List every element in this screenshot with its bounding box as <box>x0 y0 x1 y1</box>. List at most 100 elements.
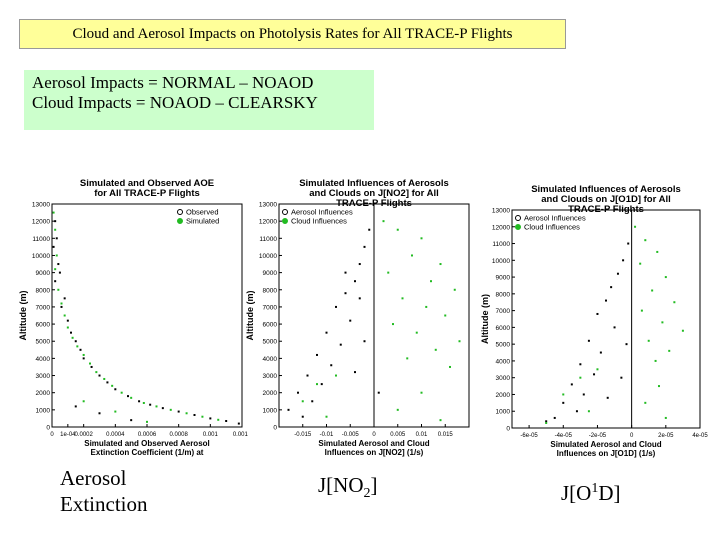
data-point <box>382 220 385 223</box>
data-point <box>58 271 61 274</box>
legend-label: Observed <box>186 208 219 217</box>
y-axis-label: Altitude (m) <box>245 291 255 341</box>
series-0 <box>52 220 240 425</box>
y-tick-label: 3000 <box>36 373 51 380</box>
data-point <box>444 314 447 317</box>
x-axis-label: Influences on J[NO2] (1/s) <box>325 448 424 457</box>
x-tick-label: 2e-05 <box>658 433 674 439</box>
y-tick-label: 5000 <box>36 339 51 346</box>
data-point <box>358 297 361 300</box>
data-point <box>82 353 85 356</box>
data-point <box>582 393 585 396</box>
y-tick-label: 5000 <box>263 339 278 346</box>
y-tick-label: 1000 <box>263 407 278 414</box>
data-point <box>316 383 318 386</box>
data-point <box>620 376 623 379</box>
data-point <box>392 323 394 326</box>
data-point <box>127 395 129 398</box>
data-point <box>593 373 596 376</box>
y-tick-label: 4000 <box>263 356 278 363</box>
data-point <box>138 400 141 403</box>
y-tick-label: 2000 <box>36 390 51 397</box>
x-tick-label: 0 <box>630 433 634 439</box>
x-axis-label: Simulated Aerosol and Cloud <box>550 440 661 449</box>
data-point <box>553 416 556 419</box>
x-axis-label: Extinction Coefficient (1/m) at <box>91 448 204 457</box>
y-tick-label: 7000 <box>496 308 511 315</box>
y-tick-label: 3000 <box>496 375 511 382</box>
data-point <box>54 268 57 271</box>
y-tick-label: 6000 <box>36 322 51 329</box>
y-tick-label: 0 <box>46 425 50 432</box>
y-tick-label: 11000 <box>492 241 510 248</box>
data-point <box>106 381 109 384</box>
y-tick-label: 7000 <box>36 304 51 311</box>
data-point <box>55 254 58 257</box>
x-tick-label: -0.015 <box>294 432 312 438</box>
data-point <box>95 371 98 374</box>
x-axis-label: 550nm <box>134 457 159 458</box>
data-point <box>325 415 328 418</box>
data-point <box>54 280 57 283</box>
data-point <box>664 416 667 419</box>
data-point <box>60 302 63 305</box>
legend-marker <box>515 215 521 221</box>
data-point <box>120 391 123 394</box>
data-point <box>587 410 590 413</box>
y-tick-label: 13000 <box>492 208 510 215</box>
data-point <box>627 242 630 245</box>
data-point <box>587 339 590 342</box>
data-point <box>130 419 133 422</box>
y-tick-label: 10000 <box>32 253 50 260</box>
plot-frame <box>511 209 701 429</box>
data-point <box>613 326 616 329</box>
data-point <box>639 262 642 265</box>
x-tick-label: 0.0002 <box>74 432 93 438</box>
data-point <box>610 286 613 289</box>
x-tick-label: -0.005 <box>342 432 360 438</box>
data-point <box>63 314 66 317</box>
data-point <box>363 340 366 343</box>
data-point <box>161 407 164 410</box>
data-point <box>74 405 77 408</box>
data-point <box>396 408 399 411</box>
data-point <box>76 345 79 348</box>
data-point <box>311 400 314 403</box>
y-axis-label: Altitude (m) <box>18 291 28 341</box>
x-tick-label: 0.0004 <box>106 432 125 438</box>
x-tick-label: -6e-05 <box>520 433 538 439</box>
y-tick-label: 6000 <box>263 322 278 329</box>
data-point <box>98 412 101 415</box>
legend-marker <box>177 218 183 224</box>
legend-label: Cloud Influences <box>524 223 580 232</box>
caption-jo1d: J[O1D] <box>561 481 621 505</box>
data-point <box>358 263 361 266</box>
data-point <box>217 418 220 421</box>
data-point <box>66 326 69 329</box>
data-point <box>640 309 643 312</box>
y-tick-label: 1000 <box>36 407 51 414</box>
data-point <box>596 312 599 315</box>
data-point <box>545 420 548 423</box>
data-point <box>130 396 133 399</box>
data-point <box>622 259 625 262</box>
data-point <box>339 343 342 346</box>
data-point <box>149 403 152 406</box>
data-point <box>377 391 380 394</box>
x-tick-label: 1e-04 <box>60 432 76 438</box>
y-tick-label: 0 <box>506 426 510 433</box>
data-point <box>146 420 148 423</box>
data-point <box>644 401 647 404</box>
data-point <box>599 351 602 354</box>
y-tick-label: 2000 <box>496 392 511 399</box>
data-point <box>142 401 145 404</box>
x-tick-label: 0 <box>50 432 54 438</box>
y-tick-label: 0 <box>273 425 277 432</box>
data-point <box>114 388 117 391</box>
y-axis-label: Altitude (m) <box>480 294 490 344</box>
y-tick-label: 9000 <box>263 270 278 277</box>
x-tick-label: 4e-05 <box>692 433 708 439</box>
chart-title: for All TRACE-P Flights <box>94 188 200 199</box>
data-point <box>90 365 93 368</box>
x-tick-label: 0 <box>372 432 376 438</box>
